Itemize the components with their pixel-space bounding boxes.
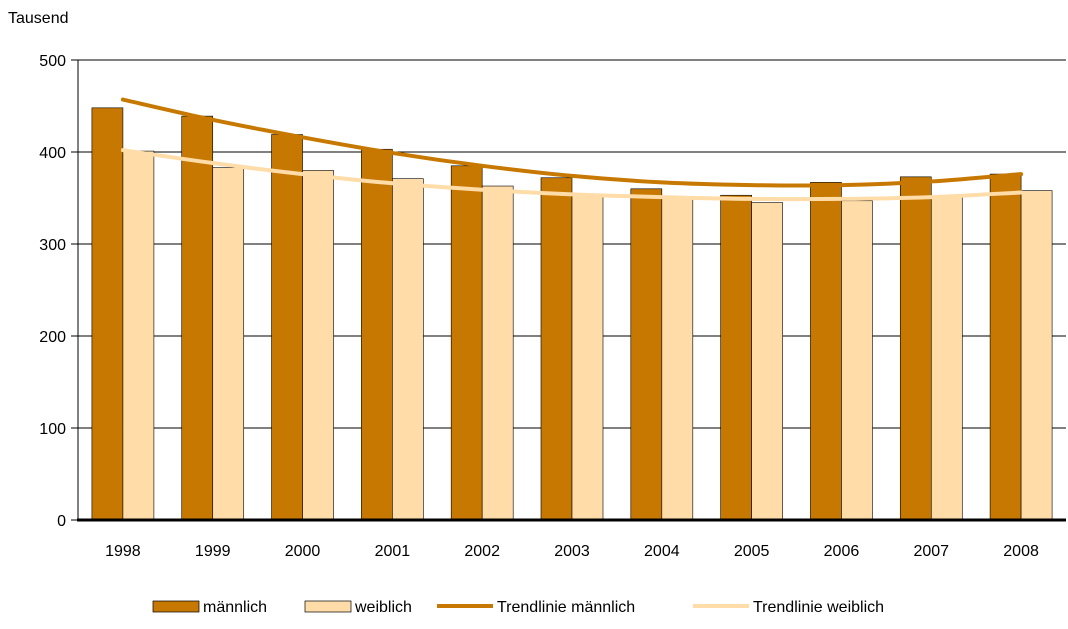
x-tick-label: 2006	[824, 543, 860, 560]
axes: 0 100 200 300 400 500 1998 1999 2000 2001 2002 2003…	[39, 53, 1066, 560]
x-tick-label: 1998	[105, 543, 141, 560]
bar-maennlich-2005	[720, 194, 752, 521]
legend-label: Trendlinie männlich	[497, 599, 635, 616]
x-tick-label: 2005	[734, 543, 770, 560]
trendline-weiblich	[120, 148, 1024, 202]
bar-maennlich-1998	[91, 107, 124, 521]
bar-weiblich-2002	[481, 185, 514, 521]
y-tick-label: 400	[39, 145, 66, 162]
bar-weiblich-1998	[122, 150, 155, 521]
bar-maennlich-2002	[450, 165, 483, 521]
x-tick-label: 2001	[375, 543, 411, 560]
x-tick-label: 2007	[913, 543, 949, 560]
bar-weiblich-2008	[1020, 190, 1053, 521]
y-tick-label: 100	[39, 421, 66, 438]
bar-maennlich-2003	[540, 177, 573, 521]
bar-weiblich-2003	[571, 194, 604, 521]
bar-weiblich-2000	[302, 170, 334, 521]
legend-item-trendlinie-maennlich: Trendlinie männlich	[437, 599, 635, 616]
legend-label: männlich	[203, 599, 267, 616]
x-tick-label: 2002	[464, 543, 500, 560]
bar-weiblich-1999	[212, 167, 245, 521]
bar-weiblich-2004	[661, 197, 694, 521]
bar-maennlich-2006	[810, 182, 842, 521]
legend-item-trendlinie-weiblich: Trendlinie weiblich	[693, 599, 884, 616]
y-tick-label: 0	[57, 513, 66, 530]
legend-item-weiblich: weiblich	[304, 599, 412, 616]
legend-label: weiblich	[354, 599, 412, 616]
legend-label: Trendlinie weiblich	[753, 599, 884, 616]
x-tick-label: 2004	[644, 543, 680, 560]
legend-item-maennlich: männlich	[152, 599, 267, 616]
bar-weiblich-2005	[751, 202, 783, 521]
legend: männlich weiblich Trendlinie männlich Trend…	[152, 599, 884, 616]
x-tick-label: 2000	[285, 543, 321, 560]
legend-swatch	[152, 600, 200, 613]
trendline-maennlich	[120, 97, 1024, 188]
x-tick-label: 2003	[554, 543, 590, 560]
y-axis-unit-label: Tausend	[8, 10, 69, 27]
bars	[91, 107, 1053, 521]
y-tick-label: 500	[39, 53, 66, 70]
x-tick-label: 2008	[1003, 543, 1039, 560]
y-tick-label: 200	[39, 329, 66, 346]
bar-maennlich-2007	[899, 176, 932, 521]
x-tick-label: 1999	[195, 543, 231, 560]
bar-maennlich-2001	[361, 148, 393, 521]
bar-weiblich-2001	[392, 178, 424, 521]
bar-maennlich-2008	[989, 173, 1022, 521]
bar-maennlich-1999	[181, 115, 214, 521]
y-tick-label: 300	[39, 237, 66, 254]
bar-weiblich-2007	[930, 195, 963, 521]
bar-weiblich-2006	[841, 200, 873, 521]
bar-maennlich-2004	[630, 188, 663, 521]
trendlines	[120, 97, 1024, 202]
bar-maennlich-2000	[271, 134, 303, 521]
legend-swatch	[304, 600, 352, 613]
